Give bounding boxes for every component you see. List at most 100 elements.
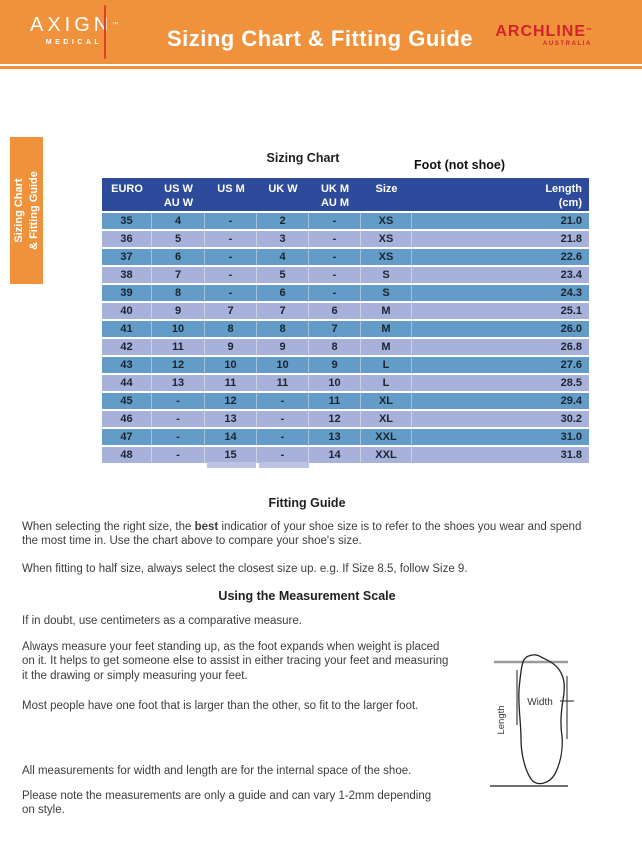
table-cell: -: [257, 428, 309, 445]
table-cell: 47: [102, 428, 152, 445]
archline-logo: ARCHLINE™ AUSTRALIA: [495, 23, 592, 47]
table-cell: M: [361, 302, 412, 319]
table-cell: 43: [102, 356, 152, 373]
table-cell: 36: [102, 230, 152, 247]
trademark-symbol: ™: [112, 22, 119, 28]
foot-not-shoe-label: Foot (not shoe): [414, 158, 505, 172]
table-cell: 2: [257, 212, 309, 229]
table-cell: 10: [309, 374, 361, 391]
column-header: UK W: [257, 178, 309, 211]
table-cell: -: [205, 230, 257, 247]
fitting-guide-paragraph-2: When fitting to half size, always select…: [22, 563, 468, 575]
table-cell: -: [205, 266, 257, 283]
measurement-paragraph-4: All measurements for width and length ar…: [22, 765, 412, 777]
table-cell: 11: [205, 374, 257, 391]
table-cell: M: [361, 338, 412, 355]
table-cell: 11: [257, 374, 309, 391]
table-cell: 22.6: [412, 248, 589, 265]
foot-outline: [518, 654, 565, 785]
table-cell: S: [361, 266, 412, 283]
table-cell: 24.3: [412, 284, 589, 301]
table-cell: -: [257, 446, 309, 463]
table-cell: 45: [102, 392, 152, 409]
measurement-paragraph-2: Always measure your feet standing up, as…: [22, 641, 449, 682]
axign-logo-subtext: MEDICAL: [45, 39, 103, 46]
table-cell: -: [309, 230, 361, 247]
table-cell: 10: [257, 356, 309, 373]
length-label: Length: [496, 705, 507, 734]
table-cell: XS: [361, 230, 412, 247]
column-header: US W AU W: [152, 178, 205, 211]
column-header: US M: [205, 178, 257, 211]
table-cell: 13: [309, 428, 361, 445]
measurement-scale-heading: Using the Measurement Scale: [218, 589, 396, 603]
table-row: 44 13 11 11 10 L 28.5: [102, 374, 589, 391]
table-cell: 30.2: [412, 410, 589, 427]
sizing-table: EURO US W AU W US M UK W UK M AU M Size Length…: [102, 176, 589, 465]
fitting-guide-heading: Fitting Guide: [268, 496, 346, 510]
table-cell: XS: [361, 248, 412, 265]
table-cell: S: [361, 284, 412, 301]
table-cell: 23.4: [412, 266, 589, 283]
table-cell: 28.5: [412, 374, 589, 391]
width-label: Width: [527, 697, 553, 708]
table-header-row: EURO US W AU W US M UK W UK M AU M Size Length…: [102, 178, 589, 211]
column-header: EURO: [102, 178, 152, 211]
table-cell: -: [152, 392, 205, 409]
table-cell: 11: [152, 338, 205, 355]
table-cell: 46: [102, 410, 152, 427]
column-header: Length (cm): [412, 178, 589, 211]
table-cell: L: [361, 374, 412, 391]
table-cell: 4: [257, 248, 309, 265]
table-cell: 42: [102, 338, 152, 355]
table-row: 41 10 8 8 7 M 26.0: [102, 320, 589, 337]
table-cell: XL: [361, 392, 412, 409]
table-cell: 6: [309, 302, 361, 319]
table-cell: 39: [102, 284, 152, 301]
table-cell: 29.4: [412, 392, 589, 409]
table-cell: -: [152, 446, 205, 463]
table-cell: 31.0: [412, 428, 589, 445]
table-cell: M: [361, 320, 412, 337]
table-cell: 7: [309, 320, 361, 337]
table-cell: 10: [205, 356, 257, 373]
side-tab-label: Sizing Chart & Fitting Guide: [13, 171, 40, 250]
table-row: 48-15-14 XXL 31.8: [102, 446, 589, 463]
page-title: Sizing Chart & Fitting Guide: [166, 26, 474, 51]
table-cell: 9: [205, 338, 257, 355]
table-row: 46-13-12 XL 30.2: [102, 410, 589, 427]
table-cell: -: [309, 284, 361, 301]
table-cell: XXL: [361, 446, 412, 463]
table-cell: -: [205, 212, 257, 229]
table-cell: 41: [102, 320, 152, 337]
sizing-chart-title: Sizing Chart: [266, 151, 340, 165]
table-cell: 8: [309, 338, 361, 355]
table-cell: 48: [102, 446, 152, 463]
measurement-paragraph-3: Most people have one foot that is larger…: [22, 700, 419, 712]
table-cell: 40: [102, 302, 152, 319]
table-row: 37 6-4- XS 22.6: [102, 248, 589, 265]
table-cell: 31.8: [412, 446, 589, 463]
table-cell: 27.6: [412, 356, 589, 373]
table-row: 40 9 7 7 6 M 25.1: [102, 302, 589, 319]
table-cell: 12: [152, 356, 205, 373]
table-cell: -: [152, 410, 205, 427]
table-cell: 12: [309, 410, 361, 427]
table-cell: 6: [257, 284, 309, 301]
table-cell: 21.8: [412, 230, 589, 247]
table-cell: 38: [102, 266, 152, 283]
table-cell: -: [309, 212, 361, 229]
column-header: Size: [361, 178, 412, 211]
measurement-paragraph-5: Please note the measurements are only a …: [22, 790, 432, 817]
table-row: 45-12-11 XL 29.4: [102, 392, 589, 409]
table-cell: 7: [257, 302, 309, 319]
table-cell: 26.8: [412, 338, 589, 355]
table-cell: 8: [205, 320, 257, 337]
header-accent-strip: [0, 66, 642, 69]
table-cell: -: [205, 284, 257, 301]
paragraph-text: indicatior of your shoe size is to refer…: [22, 521, 582, 548]
table-cell: 13: [205, 410, 257, 427]
table-cell: 37: [102, 248, 152, 265]
table-cell: -: [257, 392, 309, 409]
